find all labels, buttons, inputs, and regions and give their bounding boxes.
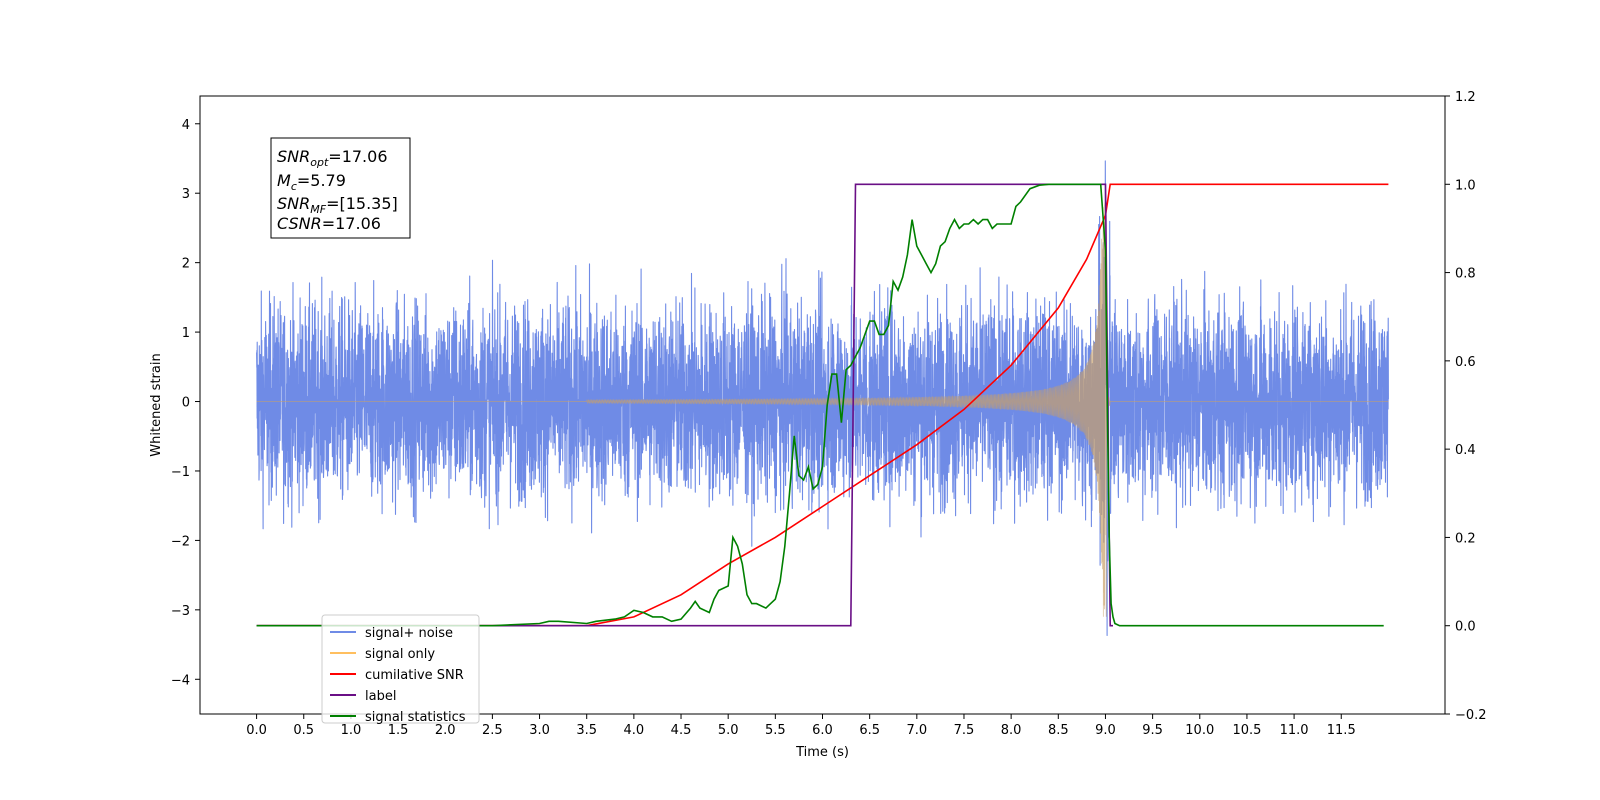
x-tick-label: 10.5 xyxy=(1232,723,1261,738)
x-tick-label: 11.5 xyxy=(1327,723,1356,738)
x-tick-label: 7.5 xyxy=(954,723,975,738)
x-tick-label: 4.0 xyxy=(624,723,645,738)
x-tick-label: 6.0 xyxy=(812,723,833,738)
x-tick-label: 3.5 xyxy=(576,723,597,738)
plot-area xyxy=(256,160,1389,637)
x-tick-label: 6.5 xyxy=(859,723,880,738)
info-mc: Mc=5.79 xyxy=(277,171,346,193)
info-box: SNRopt=17.06 Mc=5.79 SNRMF=[15.35] CSNR=… xyxy=(270,137,411,239)
y-right-tick-label: 1.2 xyxy=(1455,90,1476,105)
y-left-tick-label: 0 xyxy=(182,396,190,411)
y-axis-label: Whitened strain xyxy=(149,353,164,456)
x-tick-label: 0.0 xyxy=(246,723,267,738)
legend-label: signal+ noise xyxy=(365,626,453,641)
series-signal-statistics xyxy=(256,183,1384,627)
y-right-tick-label: −0.2 xyxy=(1455,708,1487,723)
series-cumilative-snr xyxy=(256,183,1389,627)
y-right-tick-label: 0.2 xyxy=(1455,531,1476,546)
y-left-tick-label: −2 xyxy=(171,534,190,549)
series-signal-only xyxy=(256,186,1389,617)
info-snr-mf: SNRMF=[15.35] xyxy=(277,194,398,216)
y-axis-left: −4 −3 −2 −1 0 1 2 3 4 xyxy=(171,118,200,688)
x-tick-label: 7.0 xyxy=(906,723,927,738)
y-left-tick-label: −3 xyxy=(171,604,190,619)
x-tick-label: 11.0 xyxy=(1280,723,1309,738)
series-signal-noise xyxy=(256,160,1389,637)
y-left-tick-label: 3 xyxy=(182,187,190,202)
series-label xyxy=(256,183,1113,627)
x-tick-label: 10.0 xyxy=(1185,723,1214,738)
y-left-tick-label: −1 xyxy=(171,465,190,480)
y-axis-right: −0.2 0.0 0.2 0.4 0.6 0.8 1.0 1.2 xyxy=(1445,90,1487,723)
info-csnr: CSNR=17.06 xyxy=(277,214,381,233)
info-snr-opt: SNRopt=17.06 xyxy=(277,147,388,169)
x-tick-label: 2.0 xyxy=(435,723,456,738)
x-tick-label: 5.5 xyxy=(765,723,786,738)
x-tick-label: 5.0 xyxy=(718,723,739,738)
x-axis: 0.0 0.5 1.0 1.5 2.0 2.5 3.0 3.5 4.0 4.5 5.0 5.5 6.0 6… xyxy=(246,714,1356,738)
y-right-tick-label: 0.0 xyxy=(1455,620,1476,635)
y-right-tick-label: 0.8 xyxy=(1455,267,1476,282)
x-tick-label: 8.0 xyxy=(1001,723,1022,738)
y-left-tick-label: −4 xyxy=(171,673,190,688)
legend-label: cumilative SNR xyxy=(365,668,464,683)
x-tick-label: 3.0 xyxy=(529,723,550,738)
legend-label: label xyxy=(365,689,396,704)
info-box-frame xyxy=(270,137,411,239)
x-axis-label: Time (s) xyxy=(795,745,849,760)
x-tick-label: 4.5 xyxy=(671,723,692,738)
y-right-tick-label: 1.0 xyxy=(1455,178,1476,193)
y-right-tick-label: 0.4 xyxy=(1455,443,1476,458)
legend-label: signal statistics xyxy=(365,710,466,725)
y-right-tick-label: 0.6 xyxy=(1455,355,1476,370)
x-tick-label: 1.0 xyxy=(341,723,362,738)
x-tick-label: 1.5 xyxy=(388,723,409,738)
x-tick-label: 8.5 xyxy=(1048,723,1069,738)
y-left-tick-label: 4 xyxy=(182,118,190,133)
x-tick-label: 9.0 xyxy=(1095,723,1116,738)
x-tick-label: 0.5 xyxy=(293,723,314,738)
legend-frame xyxy=(321,614,480,724)
y-left-tick-label: 1 xyxy=(182,326,190,341)
y-left-tick-label: 2 xyxy=(182,257,190,272)
x-tick-label: 9.5 xyxy=(1142,723,1163,738)
legend: signal+ noise signal only cumilative SNR la… xyxy=(321,614,480,725)
x-tick-label: 2.5 xyxy=(482,723,503,738)
legend-label: signal only xyxy=(365,647,435,662)
